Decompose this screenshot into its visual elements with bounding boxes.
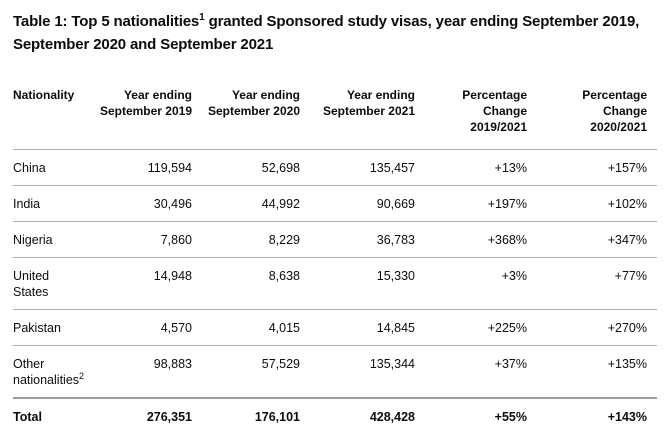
value-cell: 4,015 [192, 309, 300, 346]
value-cell: +135% [527, 345, 657, 399]
nationality-cell: Other nationalities2 [13, 345, 93, 399]
col-header-year-ending-sep-2020: Year ending September 2020 [192, 87, 300, 150]
nationality-cell: Nigeria [13, 221, 93, 258]
footnote-marker-2: 2 [79, 370, 85, 381]
total-value-cell: +55% [415, 397, 527, 434]
nationality-label: Nigeria [13, 233, 53, 247]
header-row: Nationality Year ending September 2019 Y… [13, 87, 657, 150]
table-row-total: Total 276,351 176,101 428,428 +55% +143% [13, 397, 657, 434]
value-cell: +157% [527, 149, 657, 186]
table-row-united-states: United States 14,948 8,638 15,330 +3% +7… [13, 257, 657, 310]
value-cell: +77% [527, 257, 657, 310]
value-cell: 90,669 [300, 185, 415, 222]
value-cell: 57,529 [192, 345, 300, 399]
col-header-pct-change-2020-2021: Percentage Change 2020/2021 [527, 87, 657, 150]
col-header-year-ending-sep-2019: Year ending September 2019 [93, 87, 192, 150]
value-cell: +197% [415, 185, 527, 222]
table-title: Table 1: Top 5 nationalities1 granted Sp… [13, 10, 669, 56]
title-footnote-marker-1: 1 [199, 12, 205, 23]
table-row-india: India 30,496 44,992 90,669 +197% +102% [13, 185, 657, 222]
total-label: Total [13, 410, 42, 424]
value-cell: +270% [527, 309, 657, 346]
total-value-cell: 176,101 [192, 397, 300, 434]
table-title-text-continued: granted Sponsored study visas, year endi… [13, 13, 640, 53]
value-cell: 135,457 [300, 149, 415, 186]
nationality-cell: China [13, 149, 93, 186]
value-cell: 36,783 [300, 221, 415, 258]
total-value-cell: +143% [527, 397, 657, 434]
value-cell: +37% [415, 345, 527, 399]
nationality-cell: United States [13, 257, 93, 310]
value-cell: 7,860 [93, 221, 192, 258]
value-cell: 8,229 [192, 221, 300, 258]
nationality-cell: India [13, 185, 93, 222]
value-cell: 14,845 [300, 309, 415, 346]
table-title-text: Table 1: Top 5 nationalities [13, 13, 200, 30]
value-cell: 119,594 [93, 149, 192, 186]
table-row-other-nationalities: Other nationalities2 98,883 57,529 135,3… [13, 345, 657, 399]
col-header-pct-change-2019-2021: Percentage Change 2019/2021 [415, 87, 527, 150]
value-cell: 14,948 [93, 257, 192, 310]
value-cell: 8,638 [192, 257, 300, 310]
visa-statistics-table: Nationality Year ending September 2019 Y… [13, 87, 657, 434]
nationality-label: Other nationalities [13, 357, 80, 387]
table-row-china: China 119,594 52,698 135,457 +13% +157% [13, 149, 657, 186]
total-value-cell: 276,351 [93, 397, 192, 434]
col-header-nationality: Nationality [13, 87, 93, 150]
nationality-label: United States [13, 269, 50, 299]
nationality-cell: Pakistan [13, 309, 93, 346]
value-cell: +102% [527, 185, 657, 222]
col-header-year-ending-sep-2021: Year ending September 2021 [300, 87, 415, 150]
value-cell: +368% [415, 221, 527, 258]
nationality-label: China [13, 161, 46, 175]
value-cell: 135,344 [300, 345, 415, 399]
value-cell: 44,992 [192, 185, 300, 222]
nationality-label: India [13, 197, 41, 211]
value-cell: 98,883 [93, 345, 192, 399]
nationality-label: Pakistan [13, 321, 61, 335]
value-cell: 15,330 [300, 257, 415, 310]
value-cell: +225% [415, 309, 527, 346]
total-label-cell: Total [13, 397, 93, 434]
value-cell: +347% [527, 221, 657, 258]
table-row-nigeria: Nigeria 7,860 8,229 36,783 +368% +347% [13, 221, 657, 258]
value-cell: +3% [415, 257, 527, 310]
value-cell: 52,698 [192, 149, 300, 186]
total-value-cell: 428,428 [300, 397, 415, 434]
value-cell: 30,496 [93, 185, 192, 222]
value-cell: +13% [415, 149, 527, 186]
value-cell: 4,570 [93, 309, 192, 346]
table-row-pakistan: Pakistan 4,570 4,015 14,845 +225% +270% [13, 309, 657, 346]
